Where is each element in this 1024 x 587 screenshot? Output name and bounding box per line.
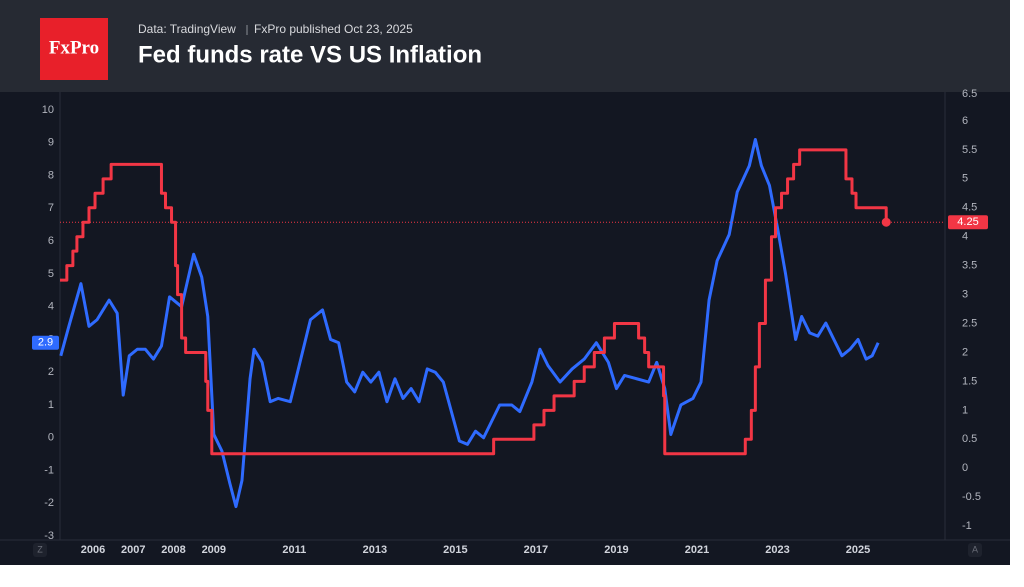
y-tick-label: 0: [48, 432, 54, 444]
y2-tick-label: 6.5: [962, 88, 977, 100]
y-tick-label: 2: [48, 366, 54, 378]
y2-tick-label: 5: [962, 173, 968, 185]
x-tick-label: 2023: [765, 544, 789, 556]
y2-tick-label: -1: [962, 520, 972, 532]
y-tick-label: 4: [48, 301, 54, 313]
data-line: [60, 148, 888, 456]
chart-title: Fed funds rate VS US Inflation: [138, 41, 482, 68]
x-tick-label: 2017: [524, 544, 548, 556]
last-value-label: 4.25: [957, 216, 978, 228]
y-tick-label: -2: [44, 497, 54, 509]
y2-tick-label: 5.5: [962, 144, 977, 156]
header-background: [0, 0, 1010, 92]
last-point: [881, 217, 891, 227]
y2-tick-label: 6: [962, 115, 968, 127]
y-tick-label: -1: [44, 464, 54, 476]
source: Data: TradingView: [138, 22, 236, 36]
x-tick-label: 2011: [282, 544, 306, 556]
last-value-label: 2.9: [38, 337, 53, 349]
x-tick-label: 2006: [81, 544, 105, 556]
x-tick-label: 2025: [846, 544, 870, 556]
logo: FxPro: [49, 37, 99, 58]
y2-tick-label: 1: [962, 404, 968, 416]
x-tick-label: 2015: [443, 544, 467, 556]
y-tick-label: 9: [48, 137, 54, 149]
control-button[interactable]: [968, 543, 982, 557]
y2-tick-label: 1.5: [962, 375, 977, 387]
control-label[interactable]: Z: [37, 544, 43, 554]
y2-tick-label: 4: [962, 231, 968, 243]
y2-tick-label: 0: [962, 462, 968, 474]
y2-tick-label: 3.5: [962, 260, 977, 272]
x-tick-label: 2013: [363, 544, 387, 556]
y2-tick-label: 4.5: [962, 202, 977, 214]
last-value-box: [948, 215, 988, 230]
x-tick-label: 2019: [604, 544, 628, 556]
data-line: [59, 138, 880, 509]
x-tick-label: 2007: [121, 544, 145, 556]
published: FxPro published Oct 23, 2025: [254, 22, 413, 36]
y-tick-label: 5: [48, 268, 54, 280]
y-tick-label: 7: [48, 202, 54, 214]
x-tick-label: 2009: [202, 544, 226, 556]
y-tick-label: 1: [48, 399, 54, 411]
y2-tick-label: -0.5: [962, 491, 981, 503]
chart-background: [0, 0, 1010, 565]
y-tick-label: 8: [48, 169, 54, 181]
y-tick-label: -3: [44, 530, 54, 542]
y2-tick-label: 2: [962, 346, 968, 358]
control-label[interactable]: A: [972, 544, 978, 554]
x-tick-label: 2008: [161, 544, 185, 556]
y-tick-label: 6: [48, 235, 54, 247]
y2-tick-label: 3: [962, 288, 968, 300]
x-tick-label: 2021: [685, 544, 709, 556]
logo-box: [40, 18, 108, 80]
y2-tick-label: 2.5: [962, 317, 977, 329]
control-button[interactable]: [33, 543, 47, 557]
y2-tick-label: 0.5: [962, 433, 977, 445]
y-tick-label: 10: [42, 104, 54, 116]
last-value-box: [32, 335, 59, 350]
